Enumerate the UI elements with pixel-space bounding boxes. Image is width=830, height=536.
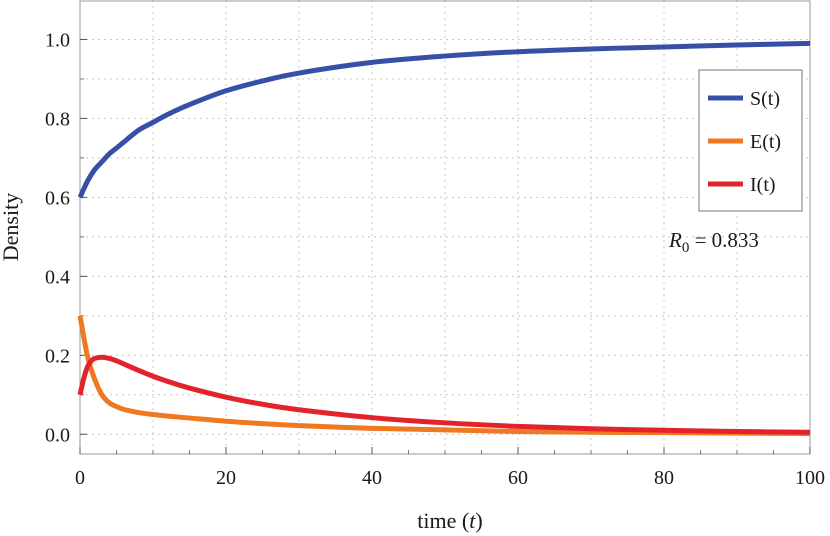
series-line-e [77, 315, 811, 436]
x-axis-title-post: ) [475, 508, 482, 533]
y-tick-label: 0.0 [45, 424, 70, 446]
r0-subscript: 0 [682, 240, 690, 256]
legend-label-i: I(t) [750, 174, 776, 196]
x-tick-label: 60 [508, 467, 528, 489]
y-tick-label: 1.0 [45, 29, 70, 51]
r0-value: = 0.833 [689, 228, 759, 252]
r0-annotation: R0 = 0.833 [668, 228, 759, 256]
y-tick-label: 0.8 [45, 108, 70, 130]
x-tick-label: 100 [795, 467, 825, 489]
y-tick-label: 0.4 [45, 266, 70, 288]
x-axis-title: time (t) [417, 508, 482, 533]
series-line-i [77, 354, 811, 435]
x-tick-label: 80 [654, 467, 674, 489]
y-axis-title: Density [0, 193, 23, 261]
legend-label-e: E(t) [750, 131, 781, 153]
series-line-s [77, 40, 811, 199]
x-axis-title-pre: time ( [417, 508, 469, 533]
y-tick-label: 0.6 [45, 187, 70, 209]
legend-label-s: S(t) [750, 88, 780, 110]
axis-ticks: 0 20 40 60 80 100 0.0 0.2 0.4 0.6 0.8 1.0 [45, 29, 825, 489]
grid [80, 0, 810, 454]
legend: S(t) E(t) I(t) [698, 69, 803, 212]
x-tick-label: 0 [75, 467, 85, 489]
x-axis-title-var: t [469, 508, 476, 533]
r0-symbol: R [668, 228, 682, 252]
x-tick-label: 40 [362, 467, 382, 489]
series-lines [77, 40, 811, 436]
x-tick-label: 20 [216, 467, 236, 489]
y-tick-label: 0.2 [45, 345, 70, 367]
